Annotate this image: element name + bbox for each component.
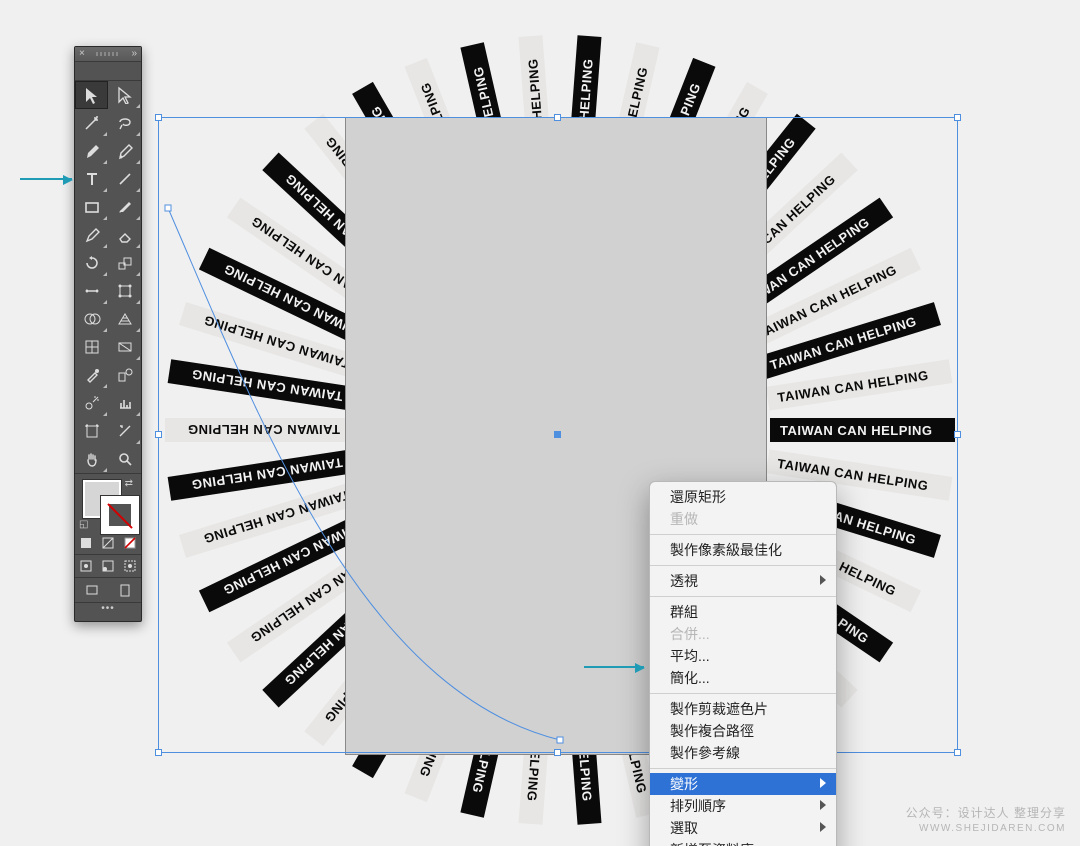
handle-bottom-mid[interactable]	[554, 749, 561, 756]
menu-item: 重做	[650, 508, 836, 530]
doc-setup[interactable]	[108, 578, 141, 602]
menu-item[interactable]: 變形	[650, 773, 836, 795]
watermark: 公众号：设计达人 整理分享 WWW.SHEJIDAREN.COM	[906, 806, 1066, 836]
panel-collapse-icon[interactable]: »	[131, 48, 137, 59]
scale-tool[interactable]	[108, 249, 141, 277]
screen-mode-toggle[interactable]	[75, 578, 108, 602]
zoom-tool[interactable]	[108, 445, 141, 473]
watermark-line2: WWW.SHEJIDAREN.COM	[906, 821, 1066, 836]
direct-selection-tool[interactable]	[108, 81, 141, 109]
handle-top-left[interactable]	[155, 114, 162, 121]
canvas-area[interactable]: TAIWAN CAN HELPINGTAIWAN CAN HELPINGTAIW…	[145, 0, 1080, 846]
type-tool[interactable]	[75, 165, 108, 193]
lasso-tool[interactable]	[108, 109, 141, 137]
shape-builder-tool[interactable]	[75, 305, 108, 333]
default-fill-stroke-icon[interactable]: ◱	[79, 519, 88, 530]
menu-item[interactable]: 製作像素級最佳化	[650, 539, 836, 561]
handle-bottom-right[interactable]	[954, 749, 961, 756]
panel-grip-icon	[96, 52, 120, 56]
curvature-tool[interactable]	[108, 137, 141, 165]
submenu-arrow-icon	[820, 822, 826, 832]
free-transform-tool[interactable]	[108, 277, 141, 305]
submenu-arrow-icon	[820, 800, 826, 810]
menu-item[interactable]: 群組	[650, 601, 836, 623]
panel-tab-label	[75, 62, 141, 81]
paintbrush-tool[interactable]	[108, 193, 141, 221]
blend-tool[interactable]	[108, 361, 141, 389]
handle-top-right[interactable]	[954, 114, 961, 121]
menu-item[interactable]: 透視	[650, 570, 836, 592]
annotation-arrow	[584, 666, 644, 668]
annotation-arrow	[20, 178, 72, 180]
magic-wand-tool[interactable]	[75, 109, 108, 137]
artboard-tool[interactable]	[75, 417, 108, 445]
watermark-line1: 公众号：设计达人 整理分享	[906, 806, 1066, 821]
draw-normal[interactable]	[75, 555, 97, 577]
hand-tool[interactable]	[75, 445, 108, 473]
width-tool[interactable]	[75, 277, 108, 305]
menu-item: 合併...	[650, 623, 836, 645]
stroke-swatch[interactable]	[101, 496, 139, 534]
submenu-arrow-icon	[820, 575, 826, 585]
gradient-tool[interactable]	[108, 333, 141, 361]
solid-color-mode[interactable]	[75, 532, 97, 554]
edit-toolbar-button[interactable]: •••	[75, 603, 141, 621]
handle-bottom-left[interactable]	[155, 749, 162, 756]
rotate-tool[interactable]	[75, 249, 108, 277]
panel-close-icon[interactable]: ×	[79, 48, 85, 60]
menu-item[interactable]: 製作剪裁遮色片	[650, 698, 836, 720]
column-graph-tool[interactable]	[108, 389, 141, 417]
menu-item[interactable]: 排列順序	[650, 795, 836, 817]
menu-item[interactable]: 選取	[650, 817, 836, 839]
menu-item[interactable]: 還原矩形	[650, 486, 836, 508]
menu-item[interactable]: 簡化...	[650, 667, 836, 689]
mesh-tool[interactable]	[75, 333, 108, 361]
menu-separator	[650, 596, 836, 597]
symbol-sprayer-tool[interactable]	[75, 389, 108, 417]
handle-mid-left[interactable]	[155, 431, 162, 438]
tools-panel[interactable]: × » ⇄ ◱ •••	[74, 46, 142, 622]
rectangle-tool[interactable]	[75, 193, 108, 221]
context-menu[interactable]: 還原矩形重做製作像素級最佳化透視群組合併...平均...簡化... 製作剪裁遮色片…	[649, 481, 837, 846]
gradient-mode[interactable]	[97, 532, 119, 554]
menu-item[interactable]: 製作複合路徑	[650, 720, 836, 742]
fill-stroke-swatch[interactable]: ⇄ ◱	[75, 474, 141, 532]
draw-inside[interactable]	[119, 555, 141, 577]
pen-tool[interactable]	[75, 137, 108, 165]
handle-top-mid[interactable]	[554, 114, 561, 121]
shaper-tool[interactable]	[75, 221, 108, 249]
line-segment-tool[interactable]	[108, 165, 141, 193]
draw-behind[interactable]	[97, 555, 119, 577]
handle-mid-right[interactable]	[954, 431, 961, 438]
eyedropper-tool[interactable]	[75, 361, 108, 389]
menu-item[interactable]: 平均...	[650, 645, 836, 667]
menu-item[interactable]: 新增至資料庫	[650, 839, 836, 846]
menu-separator	[650, 534, 836, 535]
menu-separator	[650, 693, 836, 694]
selection-center-icon	[554, 431, 561, 438]
submenu-arrow-icon	[820, 778, 826, 788]
menu-separator	[650, 768, 836, 769]
none-mode[interactable]	[119, 532, 141, 554]
menu-separator	[650, 565, 836, 566]
menu-item[interactable]: 製作參考線	[650, 742, 836, 764]
perspective-grid-tool[interactable]	[108, 305, 141, 333]
swap-fill-stroke-icon[interactable]: ⇄	[125, 478, 133, 489]
selection-tool[interactable]	[75, 81, 108, 109]
eraser-tool[interactable]	[108, 221, 141, 249]
slice-tool[interactable]	[108, 417, 141, 445]
panel-titlebar[interactable]: × »	[75, 47, 141, 62]
selection-bounding-box[interactable]	[158, 117, 958, 753]
